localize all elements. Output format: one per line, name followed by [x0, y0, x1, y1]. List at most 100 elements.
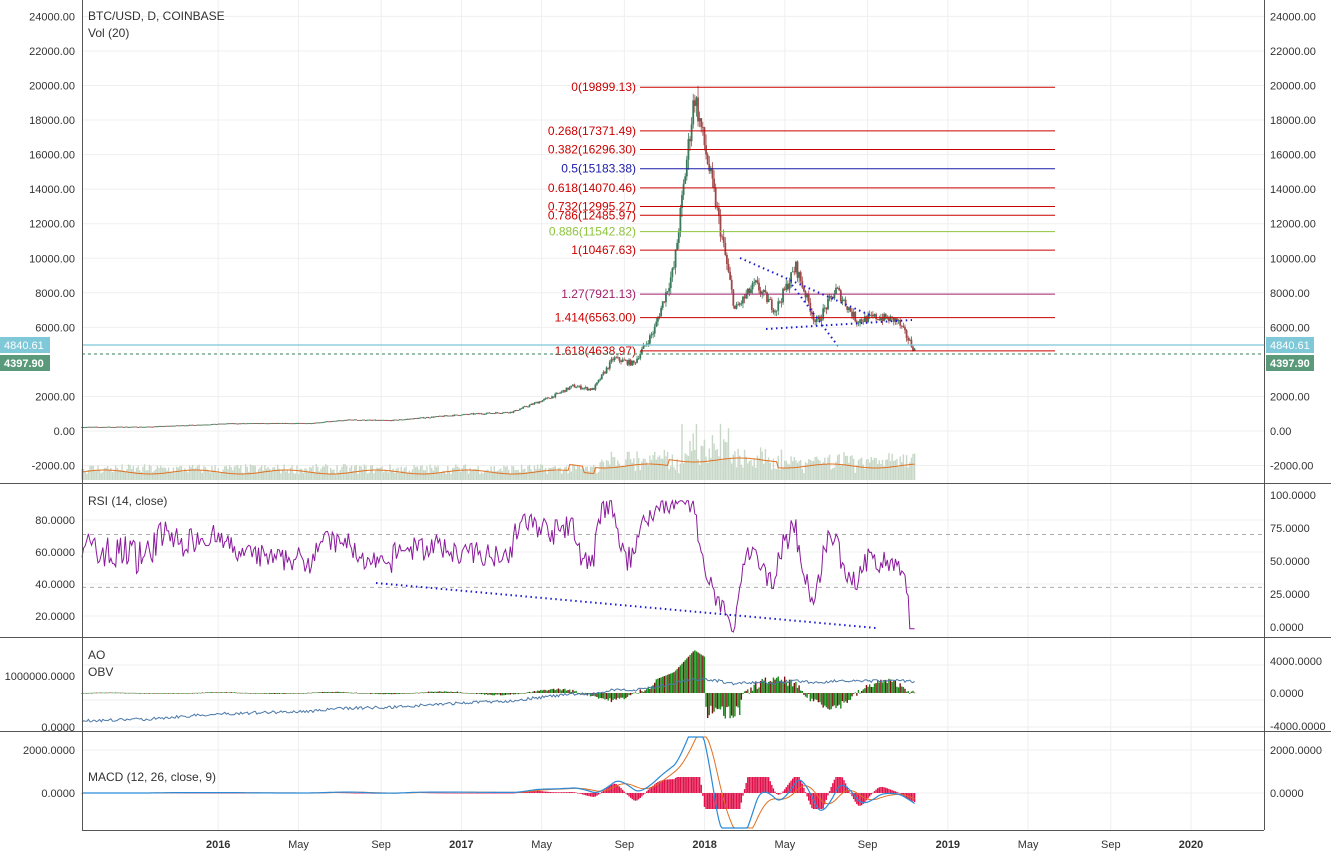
ao-tick-label-right: 4000.0000: [1270, 656, 1322, 668]
volume-bar: [682, 463, 685, 480]
volume-bar: [718, 456, 720, 480]
macd-hist-bar: [742, 793, 744, 796]
price-candle: [594, 384, 597, 390]
price-tick-label-right: -2000.00: [1270, 461, 1313, 473]
volume-bar: [806, 463, 808, 480]
macd-hist-bar: [431, 792, 433, 794]
volume-bar: [496, 470, 499, 480]
volume-bar: [408, 470, 410, 480]
ao-bar: [410, 693, 412, 694]
ao-bar: [743, 691, 746, 693]
ao-bar: [437, 691, 439, 693]
volume-bar: [111, 472, 114, 480]
ao-bar: [209, 692, 212, 693]
ao-bar: [617, 693, 619, 698]
ao-bar: [131, 692, 133, 694]
volume-bar: [243, 473, 245, 480]
obv-line: [81, 677, 915, 723]
price-candle: [408, 418, 411, 420]
macd-hist-bar: [620, 788, 622, 793]
macd-hist-bar: [804, 792, 807, 793]
macd-hist-bar: [508, 793, 510, 794]
price-candle: [350, 419, 353, 421]
macd-hist-bar: [870, 793, 872, 795]
volume-bar: [406, 473, 409, 480]
price-candle: [649, 335, 651, 344]
macd-hist-bar: [633, 793, 635, 801]
volume-bar: [200, 469, 202, 480]
price-candle: [145, 426, 148, 428]
ao-bar: [416, 692, 418, 694]
volume-bar: [471, 469, 473, 480]
macd-hist-bar: [836, 777, 839, 793]
price-candle: [599, 379, 602, 381]
price-candle: [560, 391, 563, 393]
price-candle: [142, 426, 144, 428]
price-candle: [604, 372, 606, 374]
volume-bar: [658, 455, 661, 480]
ao-bar: [119, 692, 122, 694]
price-candle: [734, 305, 736, 309]
volume-bar: [856, 465, 858, 480]
ao-bar: [711, 693, 714, 714]
volume-bar: [121, 464, 123, 480]
price-candle: [138, 426, 141, 428]
price-candle: [403, 419, 406, 421]
price-candle: [498, 412, 501, 414]
volume-bar: [742, 467, 744, 480]
ao-bar: [755, 682, 757, 693]
volume-bar: [82, 468, 85, 480]
price-candle: [576, 386, 579, 388]
macd-hist-bar: [857, 793, 860, 806]
volume-bar: [183, 468, 186, 480]
price-candle: [482, 413, 484, 415]
ao-bar: [488, 693, 491, 695]
price-candle: [509, 411, 512, 413]
ao-bar: [577, 692, 579, 694]
macd-hist-bar: [498, 793, 500, 794]
volume-bar: [904, 466, 906, 480]
ao-bar: [748, 693, 751, 694]
macd-hist-bar: [679, 777, 682, 793]
volume-bar: [827, 457, 829, 480]
ao-bar: [113, 692, 115, 694]
price-candle: [721, 236, 723, 238]
ao-bar: [265, 693, 268, 694]
macd-hist-bar: [690, 777, 693, 793]
macd-hist-bar: [660, 780, 662, 793]
volume-bar: [514, 469, 516, 480]
price-candle: [831, 296, 834, 299]
ao-bar: [196, 692, 199, 694]
price-candle: [729, 271, 732, 280]
price-candle: [443, 415, 446, 417]
ao-bar: [134, 692, 136, 694]
ao-bar: [381, 693, 383, 695]
ao-bar: [403, 693, 406, 694]
volume-bar: [727, 428, 730, 480]
ao-bar: [703, 656, 706, 693]
ao-bar: [374, 693, 377, 694]
ao-bar: [533, 690, 536, 693]
ao-bar: [459, 691, 462, 693]
macd-hist-bar: [753, 777, 755, 793]
price-candle: [815, 318, 818, 322]
ao-bar: [596, 693, 598, 698]
price-tick-label-right: 8000.00: [1270, 288, 1310, 300]
price-candle: [474, 413, 476, 415]
price-candle: [748, 288, 751, 294]
price-badge-current-right: [1266, 337, 1314, 353]
rsi-tick-label-right: 0.0000: [1270, 622, 1304, 634]
macd-hist-bar: [697, 777, 699, 793]
volume-bar: [657, 457, 659, 480]
macd-hist-bar: [840, 777, 842, 793]
price-candle: [774, 311, 776, 313]
macd-hist-bar: [798, 777, 800, 793]
macd-hist-bar: [493, 793, 495, 794]
price-tick-label-left: 2000.00: [35, 391, 75, 403]
price-candle: [130, 426, 133, 428]
volume-bar: [201, 472, 204, 480]
price-candle: [905, 330, 908, 338]
macd-hist-bar: [427, 792, 430, 794]
volume-bar: [270, 471, 273, 480]
